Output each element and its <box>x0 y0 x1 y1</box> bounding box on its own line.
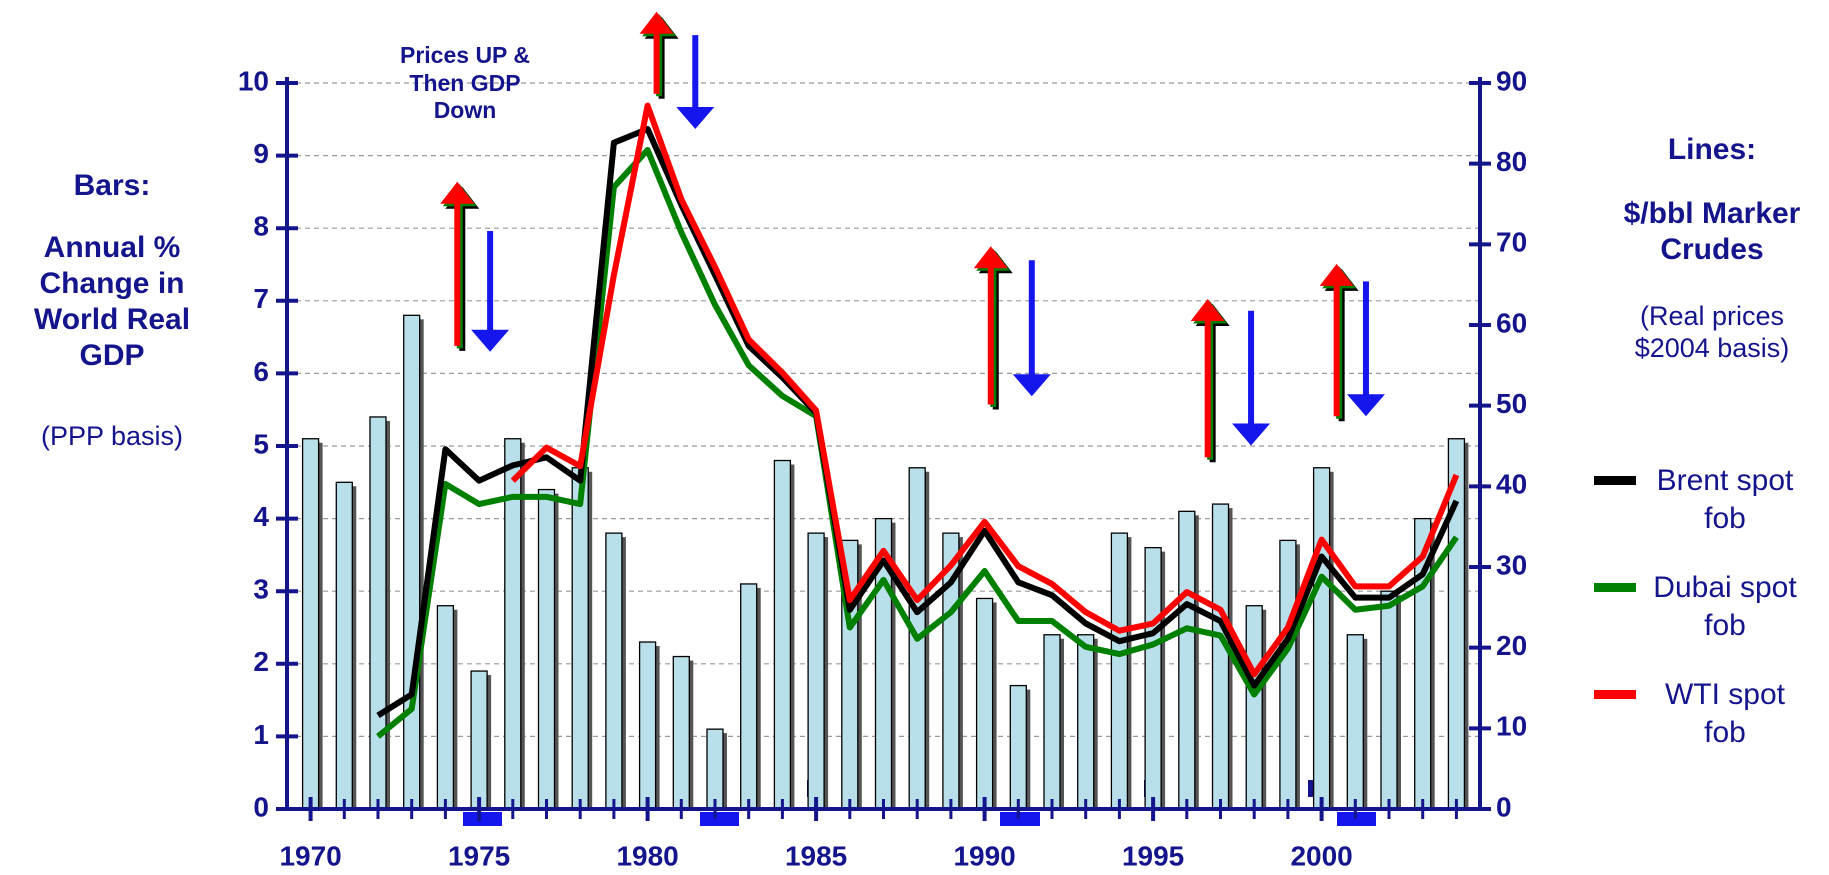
legend-swatch <box>1594 690 1636 699</box>
period-bar <box>1000 812 1040 826</box>
up-arrow-head <box>639 11 674 34</box>
down-arrow-head <box>1232 423 1271 446</box>
down-arrow-head <box>471 329 510 352</box>
left-axis-label: Annual % Change in World Real GDP <box>33 231 191 372</box>
y2-tick-label: 0 <box>1496 791 1512 822</box>
bar <box>605 532 623 810</box>
y2-tick-label: 90 <box>1496 65 1527 96</box>
x-tick-label: 1990 <box>953 840 1015 871</box>
up-arrow-head <box>973 246 1008 269</box>
y-tick-label: 6 <box>253 356 269 387</box>
y2-tick-label: 40 <box>1496 469 1527 500</box>
right-axis-note: (Real prices $2004 basis) <box>1634 301 1790 364</box>
bar <box>1178 510 1196 810</box>
down-arrow-head <box>1346 394 1385 417</box>
bar <box>638 641 657 810</box>
y-tick-label: 2 <box>253 646 269 677</box>
bar <box>1211 503 1230 810</box>
period-bar <box>463 812 502 826</box>
bar <box>470 670 488 810</box>
bar <box>1312 467 1331 810</box>
x-tick-label: 2000 <box>1290 840 1352 871</box>
down-arrow-head <box>676 106 715 129</box>
legend-label: WTI spot fob <box>1664 678 1785 749</box>
y-tick-label: 1 <box>253 719 269 750</box>
x-tick-label: 1970 <box>279 840 341 871</box>
bar <box>1144 546 1162 810</box>
legend-label: Dubai spot fob <box>1653 571 1797 642</box>
y-tick-label: 9 <box>253 138 269 169</box>
bar <box>1077 634 1095 810</box>
bar <box>335 481 353 810</box>
y-tick-label: 3 <box>253 574 269 605</box>
y-tick-label: 8 <box>253 211 269 242</box>
bar <box>571 467 589 810</box>
bar <box>1110 532 1129 810</box>
bar <box>807 532 825 810</box>
period-bar <box>700 812 739 826</box>
bar <box>403 314 421 810</box>
right-axis-label: $/bbl Marker Crudes <box>1623 197 1801 266</box>
bar <box>369 416 387 810</box>
legend-label: Brent spot fob <box>1656 464 1794 535</box>
bar <box>1279 539 1297 810</box>
bar <box>975 597 994 810</box>
y-tick-label: 4 <box>253 501 269 532</box>
bar <box>1346 634 1364 810</box>
down-arrow-head <box>1012 374 1051 397</box>
bar <box>706 728 724 810</box>
up-arrow-head <box>1319 263 1354 286</box>
x-tick-label: 1980 <box>616 840 678 871</box>
legend-swatch <box>1594 583 1636 592</box>
x-tick-label: 1995 <box>1122 840 1184 871</box>
bar <box>740 583 758 810</box>
y-tick-label: 5 <box>253 428 269 459</box>
y-tick-label: 10 <box>238 65 269 96</box>
y-tick-label: 7 <box>253 283 269 314</box>
y2-tick-label: 50 <box>1496 388 1527 419</box>
left-axis-title: Bars: <box>73 169 151 202</box>
legend-swatch <box>1594 476 1636 485</box>
y2-tick-label: 10 <box>1496 711 1527 742</box>
bar <box>1380 590 1398 810</box>
bar <box>1245 605 1263 810</box>
left-axis-note: (PPP basis) <box>40 421 184 451</box>
line <box>376 125 1460 718</box>
y2-tick-label: 30 <box>1496 549 1527 580</box>
right-axis-title: Lines: <box>1667 133 1757 166</box>
bar <box>436 605 455 810</box>
y2-tick-label: 80 <box>1496 146 1527 177</box>
line <box>376 146 1459 739</box>
y-tick-label: 0 <box>253 791 269 822</box>
line <box>510 102 1460 678</box>
up-arrow-head <box>440 181 475 204</box>
x-tick-label: 1985 <box>785 840 847 871</box>
bar <box>301 438 320 810</box>
y2-tick-label: 60 <box>1496 307 1527 338</box>
y2-tick-label: 20 <box>1496 630 1527 661</box>
y2-tick-label: 70 <box>1496 227 1527 258</box>
bar <box>537 488 556 810</box>
x-tick-label: 1975 <box>448 840 510 871</box>
up-arrow-head <box>1190 298 1225 321</box>
bar <box>1009 684 1027 810</box>
bar <box>672 655 690 810</box>
bar <box>773 459 792 810</box>
annotation: Prices UP & Then GDP Down <box>400 42 530 124</box>
bar <box>1043 634 1061 810</box>
